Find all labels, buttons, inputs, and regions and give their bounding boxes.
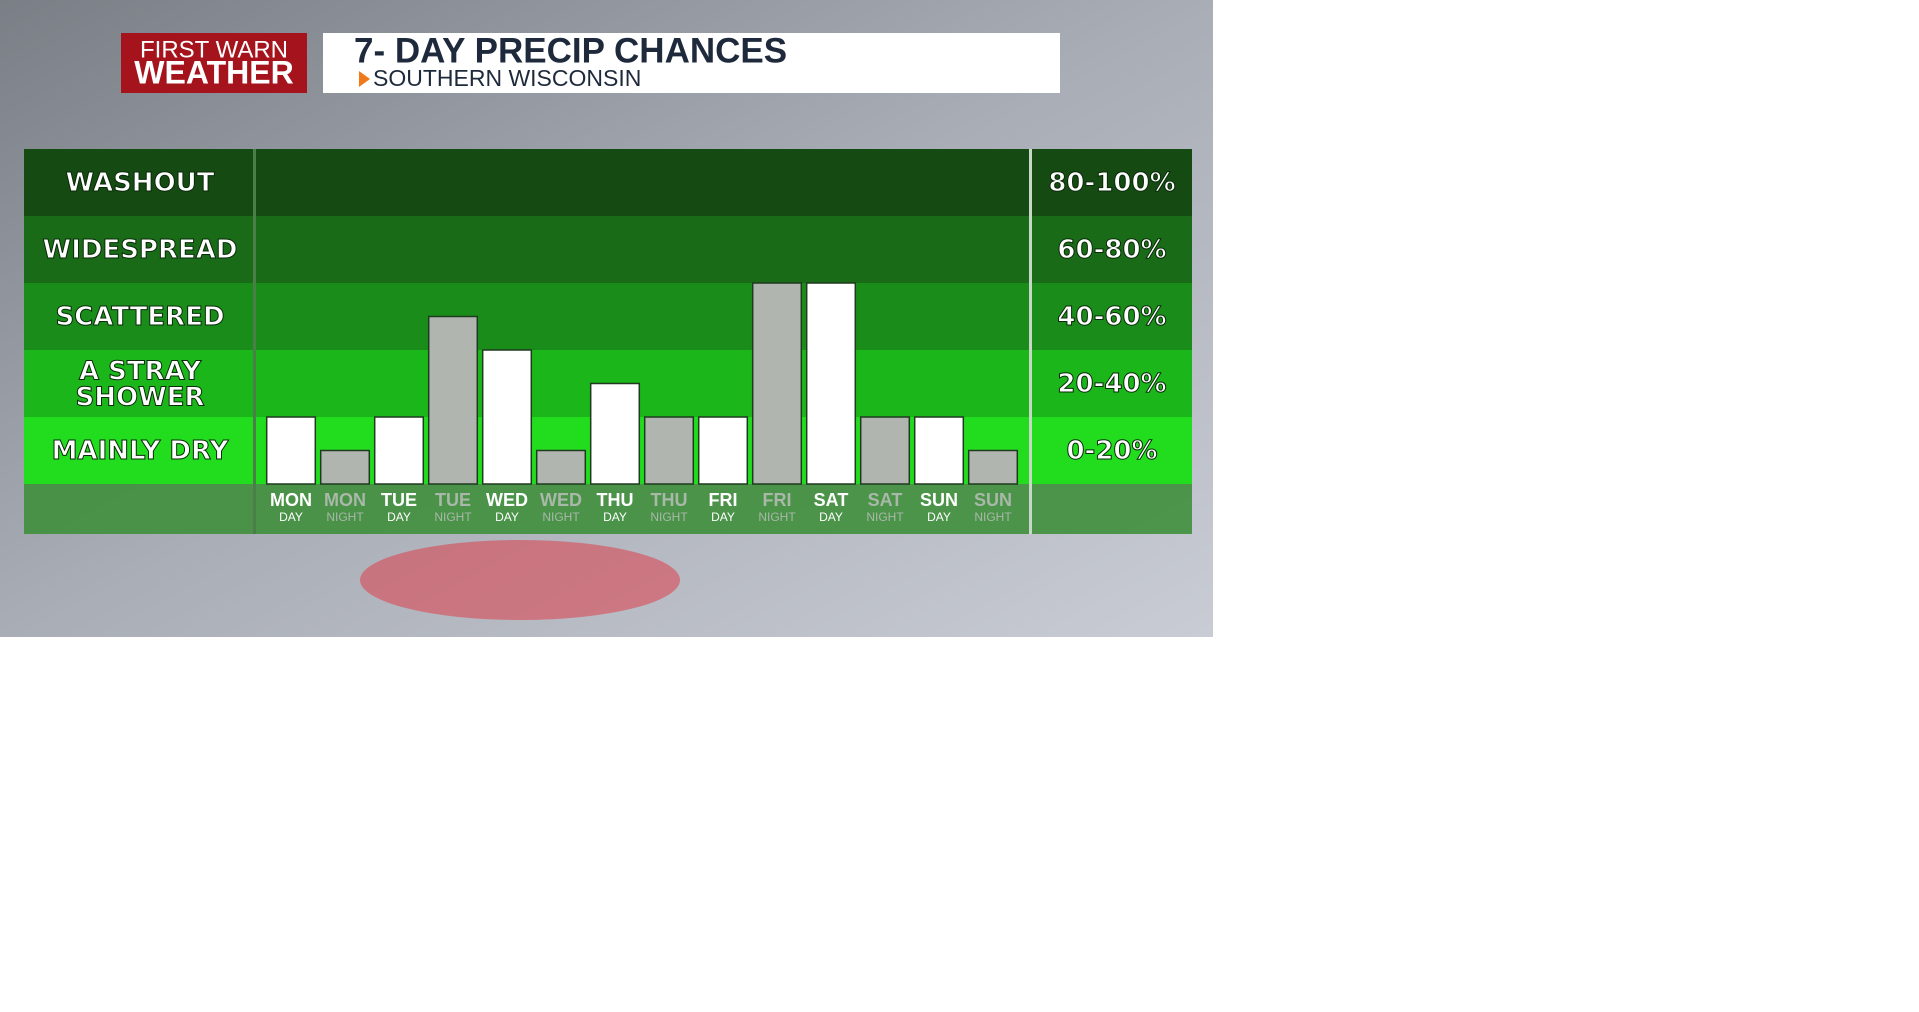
x-tick-sublabel: NIGHT [650, 510, 688, 524]
bar [319, 449, 371, 485]
x-tick-label: THU [597, 490, 634, 510]
x-tick-label: MON [324, 490, 366, 510]
bar [697, 416, 749, 485]
x-tick-label: TUE [381, 490, 417, 510]
x-tick-sublabel: DAY [387, 510, 411, 524]
bar [643, 416, 695, 485]
band-range: 80-100% [1048, 168, 1175, 198]
x-tick-sublabel: DAY [711, 510, 735, 524]
bar [967, 449, 1019, 485]
x-tick-sublabel: DAY [495, 510, 519, 524]
band-label: SCATTERED [55, 302, 224, 332]
title: 7- DAY PRECIP CHANCES [354, 31, 787, 70]
band [24, 283, 1192, 350]
band-label: WASHOUT [65, 168, 214, 198]
band-label: A STRAY SHOWER [75, 356, 204, 412]
x-tick-label: WED [486, 490, 528, 510]
band [24, 149, 1192, 216]
x-tick-label: TUE [435, 490, 471, 510]
x-tick-label: SUN [920, 490, 958, 510]
band-range: 20-40% [1057, 369, 1166, 399]
x-tick-sublabel: NIGHT [758, 510, 796, 524]
x-tick-label: WED [540, 490, 582, 510]
bar [535, 449, 587, 485]
bar [373, 416, 425, 485]
bar [859, 416, 911, 485]
divider [253, 149, 256, 534]
bar [427, 315, 479, 485]
band-range: 40-60% [1057, 302, 1166, 332]
bar [751, 282, 803, 485]
bar [589, 382, 641, 485]
bar [481, 349, 533, 485]
x-tick-label: SAT [814, 490, 849, 510]
x-tick-sublabel: NIGHT [866, 510, 904, 524]
x-tick-label: FRI [763, 490, 792, 510]
x-tick-sublabel: NIGHT [434, 510, 472, 524]
x-tick-sublabel: NIGHT [974, 510, 1012, 524]
bar [805, 282, 857, 485]
arrow-icon [359, 71, 370, 87]
x-tick-label: FRI [709, 490, 738, 510]
label-row [24, 484, 1192, 534]
bar [265, 416, 317, 485]
band-range: 60-80% [1057, 235, 1166, 265]
background-blur [360, 540, 680, 620]
x-tick-label: SUN [974, 490, 1012, 510]
bar [913, 416, 965, 485]
x-tick-sublabel: DAY [819, 510, 843, 524]
divider [1029, 149, 1032, 534]
band [24, 216, 1192, 283]
logo-text: WEATHER [134, 54, 293, 90]
band-label: WIDESPREAD [43, 235, 238, 265]
x-tick-sublabel: DAY [603, 510, 627, 524]
band-label: MAINLY DRY [52, 436, 230, 466]
x-tick-sublabel: DAY [279, 510, 303, 524]
x-tick-sublabel: NIGHT [542, 510, 580, 524]
x-tick-sublabel: NIGHT [326, 510, 364, 524]
x-tick-label: SAT [868, 490, 903, 510]
subtitle: SOUTHERN WISCONSIN [373, 65, 641, 91]
logo-text: FIRST WARN [140, 36, 288, 63]
title-box [323, 33, 1060, 93]
x-tick-label: MON [270, 490, 312, 510]
logo [121, 33, 307, 93]
band-range: 0-20% [1066, 436, 1157, 466]
x-tick-sublabel: DAY [927, 510, 951, 524]
x-tick-label: THU [651, 490, 688, 510]
